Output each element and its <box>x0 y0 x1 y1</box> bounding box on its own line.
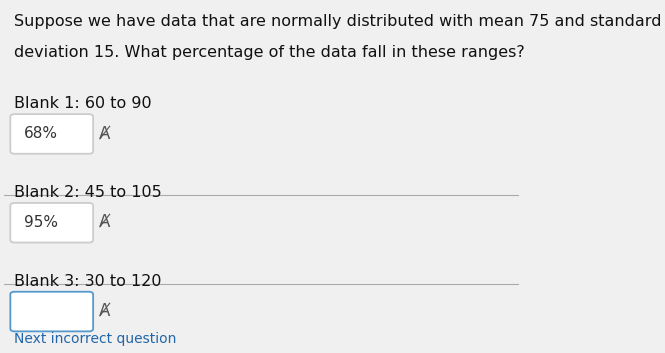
FancyBboxPatch shape <box>11 292 93 331</box>
Text: Suppose we have data that are normally distributed with mean 75 and standard: Suppose we have data that are normally d… <box>15 14 662 29</box>
Text: Blank 2: 45 to 105: Blank 2: 45 to 105 <box>15 185 162 200</box>
Text: A̸: A̸ <box>100 125 112 143</box>
Text: Next incorrect question: Next incorrect question <box>15 332 177 346</box>
Text: deviation 15. What percentage of the data fall in these ranges?: deviation 15. What percentage of the dat… <box>15 45 525 60</box>
Text: A̸: A̸ <box>100 303 112 321</box>
Text: Blank 3: 30 to 120: Blank 3: 30 to 120 <box>15 274 162 289</box>
Text: 68%: 68% <box>24 126 58 142</box>
FancyBboxPatch shape <box>11 203 93 243</box>
Text: Blank 1: 60 to 90: Blank 1: 60 to 90 <box>15 96 152 112</box>
Text: A̸: A̸ <box>100 214 112 232</box>
FancyBboxPatch shape <box>11 114 93 154</box>
Text: 95%: 95% <box>24 215 58 230</box>
